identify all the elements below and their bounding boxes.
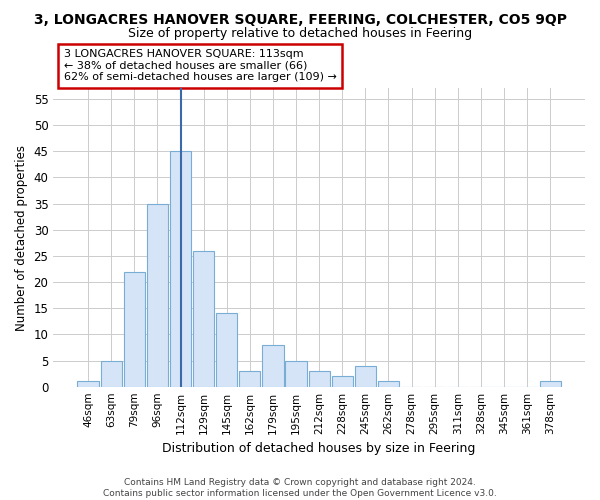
Bar <box>193 250 214 386</box>
Bar <box>239 371 260 386</box>
Bar <box>378 382 399 386</box>
Text: Size of property relative to detached houses in Feering: Size of property relative to detached ho… <box>128 28 472 40</box>
Text: 3 LONGACRES HANOVER SQUARE: 113sqm
← 38% of detached houses are smaller (66)
62%: 3 LONGACRES HANOVER SQUARE: 113sqm ← 38%… <box>64 49 337 82</box>
Text: 3, LONGACRES HANOVER SQUARE, FEERING, COLCHESTER, CO5 9QP: 3, LONGACRES HANOVER SQUARE, FEERING, CO… <box>34 12 566 26</box>
Bar <box>77 382 99 386</box>
Bar <box>539 382 561 386</box>
Bar <box>308 371 330 386</box>
Bar <box>262 345 284 387</box>
Text: Contains HM Land Registry data © Crown copyright and database right 2024.
Contai: Contains HM Land Registry data © Crown c… <box>103 478 497 498</box>
Bar <box>286 360 307 386</box>
Bar <box>101 360 122 386</box>
Bar <box>124 272 145 386</box>
Bar <box>355 366 376 386</box>
Bar <box>170 151 191 386</box>
Y-axis label: Number of detached properties: Number of detached properties <box>15 144 28 330</box>
Bar <box>216 314 238 386</box>
Bar <box>147 204 168 386</box>
Bar <box>332 376 353 386</box>
X-axis label: Distribution of detached houses by size in Feering: Distribution of detached houses by size … <box>163 442 476 455</box>
